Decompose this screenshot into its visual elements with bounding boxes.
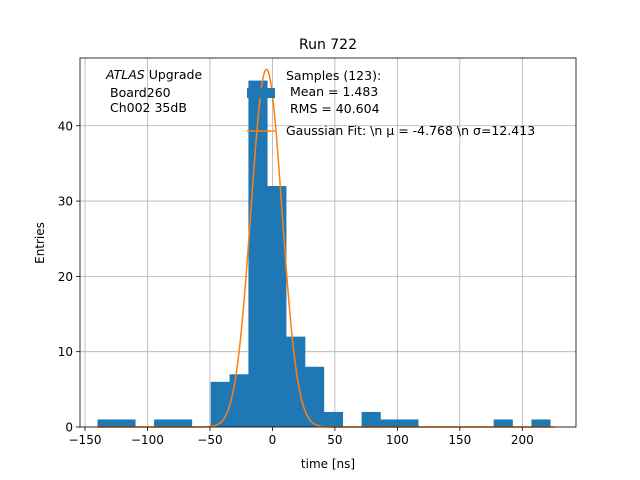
histogram-bar	[380, 419, 400, 427]
chart-title: Run 722	[299, 37, 357, 53]
y-tick-label: 10	[58, 345, 73, 359]
histogram-bar	[248, 80, 268, 428]
histogram-bar	[399, 419, 419, 427]
x-tick-label: −150	[69, 433, 102, 447]
svg-text:ATLAS Upgrade: ATLAS Upgrade	[105, 67, 202, 82]
x-tick-label: 0	[269, 433, 277, 447]
x-axis-label: time [ns]	[301, 457, 355, 471]
y-axis-ticks: 0 10 20 30 40	[58, 119, 80, 435]
x-tick-label: −50	[197, 433, 222, 447]
y-axis-label: Entries	[33, 222, 47, 264]
histogram-bar	[493, 419, 513, 427]
histogram-bar	[210, 381, 230, 427]
atlas-annotation: ATLAS Upgrade Board260 Ch002 35dB	[105, 67, 202, 115]
atlas-label: ATLAS	[105, 67, 145, 82]
upgrade-label: Upgrade	[145, 67, 203, 82]
histogram-bar	[172, 419, 193, 427]
x-tick-label: 50	[327, 433, 342, 447]
legend-histogram-line-1: Samples (123):	[286, 68, 381, 83]
legend-fit-label: Gaussian Fit: \n μ = -4.768 \n σ=12.413	[286, 123, 535, 138]
histogram-bar	[116, 419, 136, 427]
y-tick-label: 20	[58, 270, 73, 284]
grid	[80, 58, 576, 428]
x-tick-label: 200	[511, 433, 534, 447]
histogram-bar	[531, 419, 551, 427]
histogram-bar	[154, 419, 174, 427]
x-tick-label: 150	[448, 433, 471, 447]
histogram-bar	[286, 336, 306, 427]
plot-frame	[79, 57, 577, 428]
legend-histogram-swatch	[247, 88, 275, 98]
legend: Samples (123): Mean = 1.483 RMS = 40.604…	[247, 68, 535, 138]
histogram-bar	[267, 186, 287, 427]
board-label: Board260	[110, 85, 171, 100]
y-tick-label: 30	[58, 195, 73, 209]
y-tick-label: 40	[58, 119, 73, 133]
x-tick-label: −100	[131, 433, 164, 447]
y-tick-label: 0	[65, 421, 73, 435]
histogram-bar	[361, 411, 381, 427]
histogram-bars	[97, 80, 551, 428]
x-tick-label: 100	[386, 433, 409, 447]
channel-label: Ch002 35dB	[110, 100, 187, 115]
legend-histogram-line-2: Mean = 1.483	[286, 84, 378, 99]
legend-histogram-line-3: RMS = 40.604	[286, 101, 380, 116]
x-axis-ticks: −150 −100 −50 0 50 100 150 200	[69, 427, 534, 447]
histogram-bar	[97, 419, 117, 427]
histogram-bar	[229, 374, 249, 427]
histogram-bar	[305, 366, 325, 427]
histogram-bar	[323, 411, 344, 427]
